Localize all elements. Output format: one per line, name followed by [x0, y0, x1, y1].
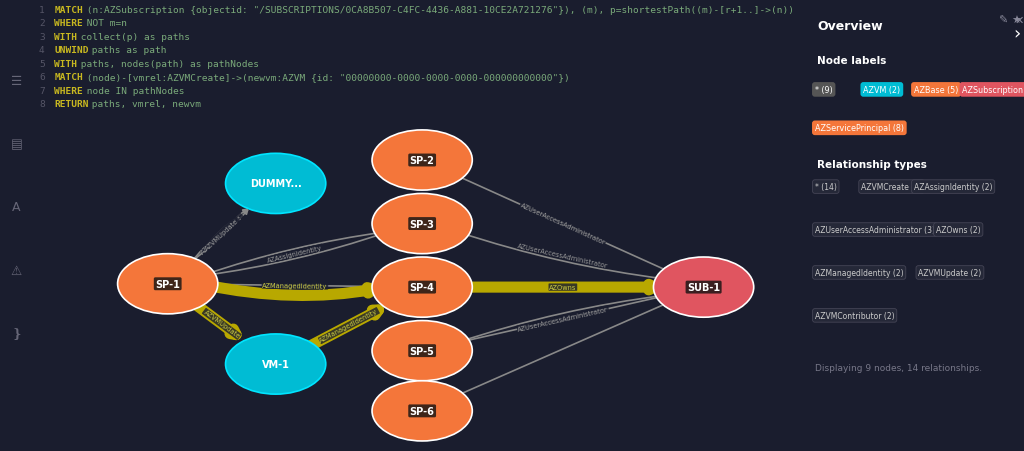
Ellipse shape — [372, 194, 472, 254]
Ellipse shape — [225, 334, 326, 394]
Text: AZAssignIdentity: AZAssignIdentity — [266, 282, 324, 289]
Ellipse shape — [118, 254, 218, 314]
FancyArrowPatch shape — [205, 285, 383, 289]
Text: node IN pathNodes: node IN pathNodes — [81, 87, 184, 96]
Text: AZVMUpdate (2): AZVMUpdate (2) — [919, 268, 982, 277]
Text: SP-6: SP-6 — [410, 406, 434, 416]
Text: SP-3: SP-3 — [410, 219, 434, 229]
Text: ▤: ▤ — [10, 138, 23, 151]
Text: VM-1: VM-1 — [262, 359, 290, 369]
FancyArrowPatch shape — [458, 295, 666, 343]
Text: 3: 3 — [39, 33, 45, 42]
FancyArrowPatch shape — [204, 231, 384, 276]
Text: AZVMUpdate: AZVMUpdate — [203, 309, 241, 340]
FancyArrowPatch shape — [198, 306, 237, 335]
Text: ✎: ✎ — [997, 16, 1007, 26]
Text: UNWIND: UNWIND — [54, 46, 89, 55]
FancyArrowPatch shape — [308, 310, 379, 347]
Text: MATCH: MATCH — [54, 73, 83, 82]
Text: AZOwns: AZOwns — [549, 313, 577, 325]
Text: paths as path: paths as path — [86, 46, 166, 55]
Ellipse shape — [225, 154, 326, 214]
Text: ›: › — [1013, 25, 1020, 43]
Text: AZServicePrincipal (8): AZServicePrincipal (8) — [815, 124, 904, 133]
Text: Relationship types: Relationship types — [817, 160, 927, 170]
Text: AZUserAccessAdministrator: AZUserAccessAdministrator — [517, 306, 608, 332]
Text: DUMMY...: DUMMY... — [250, 179, 301, 189]
FancyArrowPatch shape — [456, 303, 668, 396]
Text: paths, vmrel, newvm: paths, vmrel, newvm — [86, 100, 201, 109]
Text: AZBase (5): AZBase (5) — [914, 86, 958, 95]
Text: WHERE: WHERE — [54, 87, 83, 96]
Text: * (9): * (9) — [815, 86, 833, 95]
Text: MATCH: MATCH — [54, 6, 83, 15]
Text: AZVMUpdate: AZVMUpdate — [204, 217, 240, 251]
Text: ❵: ❵ — [11, 327, 22, 340]
Text: A: A — [12, 201, 20, 214]
Text: 5: 5 — [39, 60, 45, 69]
Text: AZManagedIdentity: AZManagedIdentity — [318, 308, 379, 344]
Text: WHERE: WHERE — [54, 19, 83, 28]
FancyArrowPatch shape — [458, 294, 666, 342]
Text: Displaying 9 nodes, 14 relationships.: Displaying 9 nodes, 14 relationships. — [815, 363, 982, 372]
Ellipse shape — [653, 258, 754, 318]
Text: RETURN: RETURN — [54, 100, 89, 109]
Text: ✕: ✕ — [1015, 16, 1024, 26]
Text: AZUserAccessAdministrator: AZUserAccessAdministrator — [519, 202, 606, 246]
Text: ☰: ☰ — [11, 75, 22, 87]
Text: 8: 8 — [39, 100, 45, 109]
Ellipse shape — [372, 321, 472, 381]
Text: AZOwns: AZOwns — [549, 285, 577, 290]
Text: * (14): * (14) — [815, 183, 837, 192]
Text: SP-4: SP-4 — [410, 282, 434, 292]
Text: 2: 2 — [39, 19, 45, 28]
Text: AZOwns (2): AZOwns (2) — [936, 226, 981, 235]
Text: AZUserAccessAdministrator: AZUserAccessAdministrator — [517, 243, 608, 269]
Text: NOT m=n: NOT m=n — [81, 19, 127, 28]
Text: AZAssignIdentity (2): AZAssignIdentity (2) — [914, 183, 992, 192]
Text: AZUserAccessAdministrator (3): AZUserAccessAdministrator (3) — [815, 226, 935, 235]
Text: paths, nodes(path) as pathNodes: paths, nodes(path) as pathNodes — [76, 60, 259, 69]
Text: 4: 4 — [39, 46, 45, 55]
Text: SP-1: SP-1 — [156, 279, 180, 289]
Text: AZManagedIdentity: AZManagedIdentity — [262, 282, 328, 289]
Text: 6: 6 — [39, 73, 45, 82]
Text: WITH: WITH — [54, 60, 78, 69]
Text: AZSubscription (1): AZSubscription (1) — [963, 86, 1024, 95]
Text: AZVMContributor (2): AZVMContributor (2) — [815, 311, 895, 320]
Text: Node labels: Node labels — [817, 56, 887, 66]
Text: 7: 7 — [39, 87, 45, 96]
Ellipse shape — [372, 258, 472, 318]
FancyArrowPatch shape — [205, 285, 373, 296]
Text: AZAssignIdentity: AZAssignIdentity — [267, 245, 323, 263]
FancyArrowPatch shape — [459, 285, 654, 290]
FancyArrowPatch shape — [204, 233, 385, 276]
Text: SP-5: SP-5 — [410, 346, 434, 356]
Text: Overview: Overview — [817, 20, 883, 33]
Ellipse shape — [372, 131, 472, 191]
Text: (n:AZSubscription {objectid: "/SUBSCRIPTIONS/0CA8B507-C4FC-4436-A881-10CE2A72127: (n:AZSubscription {objectid: "/SUBSCRIPT… — [81, 6, 794, 15]
Text: collect(p) as paths: collect(p) as paths — [76, 33, 190, 42]
Ellipse shape — [372, 381, 472, 441]
Text: (node)-[vmrel:AZVMCreate]->(newvm:AZVM {id: "00000000-0000-0000-0000-00000000000: (node)-[vmrel:AZVMCreate]->(newvm:AZVM {… — [81, 73, 569, 82]
Text: WITH: WITH — [54, 33, 78, 42]
Text: ⚠: ⚠ — [11, 264, 22, 277]
FancyArrowPatch shape — [458, 232, 666, 281]
FancyArrowPatch shape — [456, 176, 669, 272]
Text: SUB-1: SUB-1 — [687, 282, 720, 292]
Text: SP-2: SP-2 — [410, 156, 434, 166]
FancyArrowPatch shape — [195, 211, 248, 259]
FancyArrowPatch shape — [195, 210, 247, 259]
Text: AZVM (2): AZVM (2) — [863, 86, 900, 95]
Text: ★: ★ — [1011, 16, 1021, 26]
Text: AZVMCreate (1): AZVMCreate (1) — [861, 183, 922, 192]
Text: 1: 1 — [39, 6, 45, 15]
Text: AZVMCreate: AZVMCreate — [274, 246, 315, 262]
Text: AZManagedIdentity (2): AZManagedIdentity (2) — [815, 268, 903, 277]
Text: AZVMContribute: AZVMContribute — [200, 213, 244, 255]
